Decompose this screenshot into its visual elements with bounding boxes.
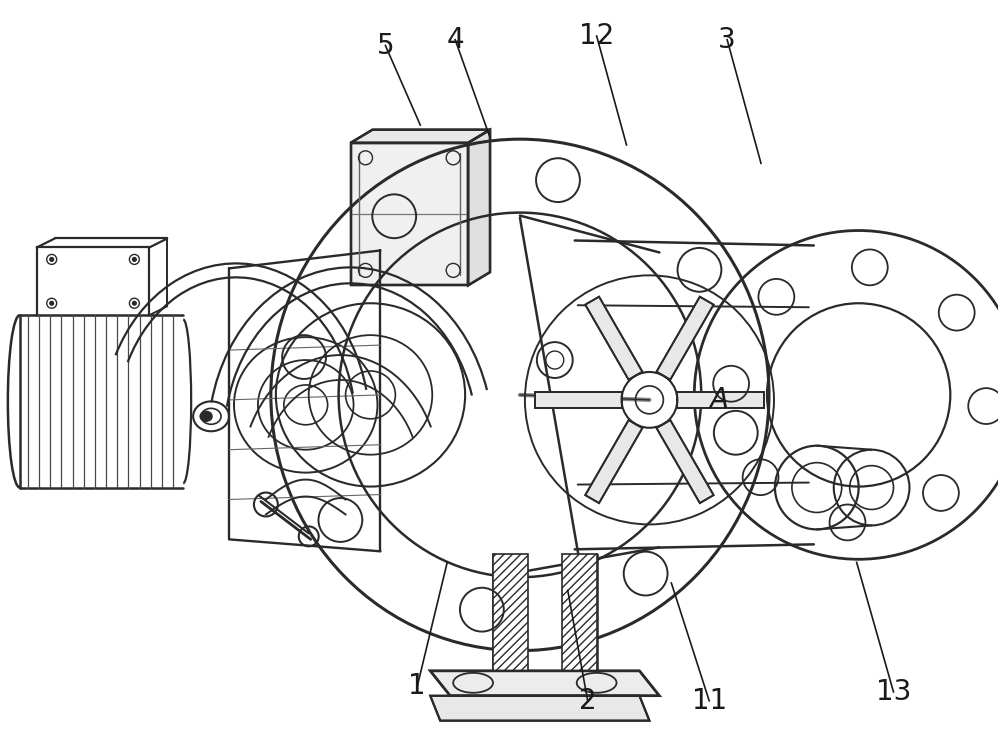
Text: 3: 3 <box>718 26 736 54</box>
Text: A: A <box>710 386 729 415</box>
Polygon shape <box>656 296 714 380</box>
Text: 1: 1 <box>408 672 426 700</box>
Polygon shape <box>656 420 714 503</box>
Ellipse shape <box>132 257 136 262</box>
Ellipse shape <box>50 257 54 262</box>
Text: 2: 2 <box>579 687 596 715</box>
Polygon shape <box>562 554 597 671</box>
Ellipse shape <box>200 412 212 421</box>
Text: 5: 5 <box>377 32 394 60</box>
Text: 13: 13 <box>876 678 911 706</box>
Ellipse shape <box>50 302 54 305</box>
Polygon shape <box>585 296 642 380</box>
Text: 12: 12 <box>579 22 614 50</box>
Ellipse shape <box>132 302 136 305</box>
Polygon shape <box>468 130 490 285</box>
Polygon shape <box>677 392 764 408</box>
Polygon shape <box>351 130 490 143</box>
Text: 11: 11 <box>692 687 727 715</box>
Polygon shape <box>430 671 659 696</box>
Polygon shape <box>493 554 528 671</box>
Polygon shape <box>430 696 649 721</box>
Polygon shape <box>535 392 622 408</box>
Text: 4: 4 <box>446 26 464 54</box>
Polygon shape <box>585 420 642 503</box>
Polygon shape <box>351 143 468 285</box>
